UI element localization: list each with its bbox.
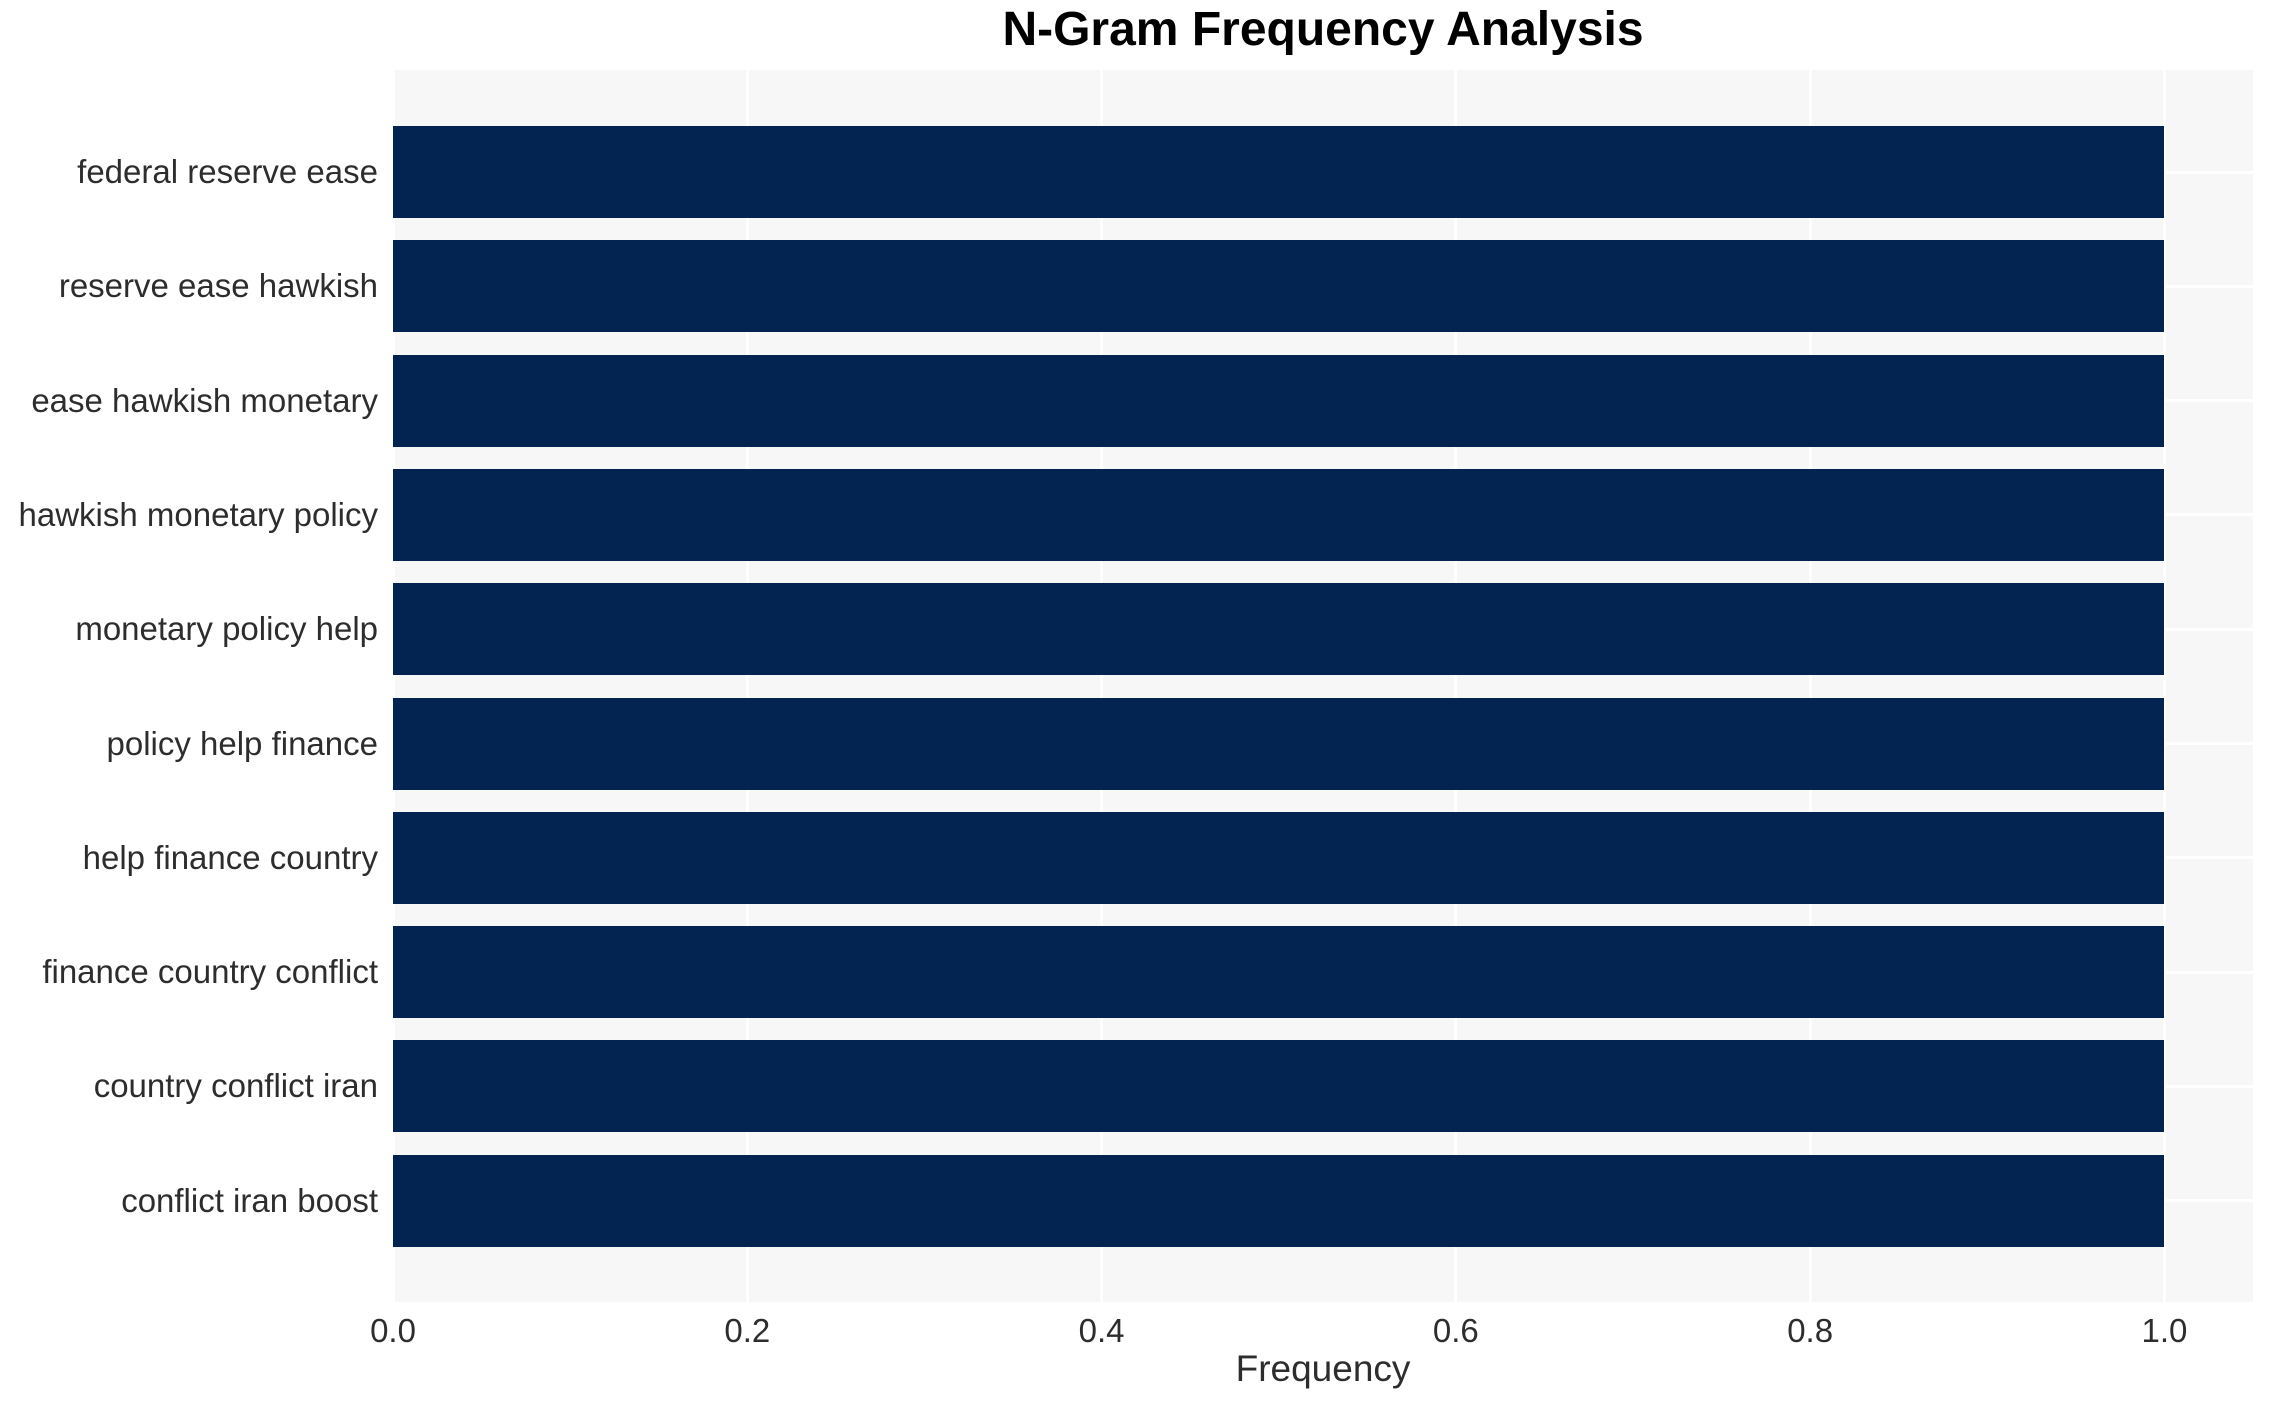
- y-tick-label: finance country conflict: [42, 953, 378, 991]
- bar-hawkish-monetary-policy: [393, 468, 2165, 561]
- x-gridline-0.4: [1100, 70, 1104, 1302]
- x-gridline-0.2: [745, 70, 749, 1302]
- x-gridline-1.0: [2162, 70, 2166, 1302]
- y-tick-label: conflict iran boost: [121, 1181, 378, 1219]
- bar-policy-help-finance: [393, 697, 2165, 790]
- x-tick-label-0.6: 0.6: [1432, 1312, 1479, 1349]
- y-tick-label: country conflict iran: [93, 1067, 378, 1105]
- y-tick-label: help finance country: [82, 838, 378, 876]
- y-tick-label: reserve ease hawkish: [58, 267, 378, 305]
- bar-finance-country-conflict: [393, 926, 2165, 1019]
- y-tick-label: monetary policy help: [75, 610, 378, 648]
- bar-help-finance-country: [393, 811, 2165, 904]
- x-tick-label-0.0: 0.0: [370, 1312, 416, 1349]
- chart-title: N-Gram Frequency Analysis: [1002, 3, 1644, 56]
- y-tick-label: federal reserve ease: [77, 153, 378, 190]
- bar-ease-hawkish-monetary: [393, 354, 2165, 447]
- x-axis-label: Frequency: [1235, 1348, 1411, 1389]
- x-gridline-0.0: [391, 70, 395, 1302]
- x-tick-label-1.0: 1.0: [2141, 1312, 2188, 1349]
- y-tick-label: ease hawkish monetary: [31, 381, 378, 419]
- x-tick-label-0.2: 0.2: [724, 1312, 771, 1349]
- y-tick-label: policy help finance: [106, 724, 378, 762]
- x-gridline-0.6: [1454, 70, 1458, 1302]
- bar-federal-reserve-ease: [393, 126, 2165, 218]
- x-tick-label-0.4: 0.4: [1078, 1312, 1125, 1349]
- x-gridline-0.8: [1808, 70, 1812, 1302]
- plot-area: [391, 70, 2253, 1302]
- bar-reserve-ease-hawkish: [393, 240, 2165, 333]
- bar-monetary-policy-help: [393, 583, 2165, 676]
- y-tick-label: hawkish monetary policy: [18, 495, 379, 533]
- bar-conflict-iran-boost: [393, 1154, 2165, 1247]
- x-tick-label-0.8: 0.8: [1787, 1312, 1834, 1349]
- bar-country-conflict-iran: [393, 1040, 2165, 1133]
